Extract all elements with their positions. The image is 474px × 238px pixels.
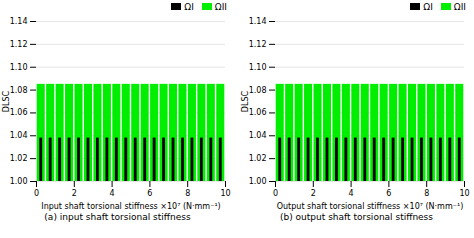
svg-text:DLSC: DLSC xyxy=(241,90,250,112)
svg-text:10: 10 xyxy=(459,189,469,198)
html-text:ΩI: ΩI xyxy=(423,1,433,12)
svg-text:1.12: 1.12 xyxy=(10,40,28,49)
svg-text:4: 4 xyxy=(349,189,354,198)
svg-text:1.08: 1.08 xyxy=(10,86,28,95)
svg-text:1.10: 1.10 xyxy=(249,63,267,72)
html-text:ΩII: ΩII xyxy=(214,1,227,12)
svg-text:1.14: 1.14 xyxy=(10,17,28,26)
svg-text:1.06: 1.06 xyxy=(10,108,28,117)
svg-text:6: 6 xyxy=(147,189,152,198)
svg-text:1.00: 1.00 xyxy=(10,177,28,186)
svg-text:1.04: 1.04 xyxy=(249,131,267,140)
svg-text:4: 4 xyxy=(110,189,115,198)
svg-text:1.12: 1.12 xyxy=(249,40,267,49)
svg-text:2: 2 xyxy=(311,189,316,198)
svg-text:1.00: 1.00 xyxy=(249,177,267,186)
svg-text:DLSC: DLSC xyxy=(2,90,11,112)
svg-text:0: 0 xyxy=(273,189,278,198)
svg-text:1.14: 1.14 xyxy=(249,17,267,26)
svg-text:8: 8 xyxy=(424,189,429,198)
html-text:ΩII: ΩII xyxy=(453,1,466,12)
svg-text:8: 8 xyxy=(185,189,190,198)
svg-text:2: 2 xyxy=(72,189,77,198)
svg-text:1.10: 1.10 xyxy=(10,63,28,72)
svg-text:1.08: 1.08 xyxy=(249,86,267,95)
html-text:(b) output shaft torsional sti: (b) output shaft torsional stiffness xyxy=(280,212,433,222)
svg-text:Input shaft torsional stiffnes: Input shaft torsional stiffness ×10⁷ (N·… xyxy=(41,202,220,211)
svg-text:0: 0 xyxy=(34,189,39,198)
html-text:ΩI: ΩI xyxy=(184,1,194,12)
svg-text:1.02: 1.02 xyxy=(10,154,28,163)
svg-text:1.04: 1.04 xyxy=(10,131,28,140)
svg-text:Output shaft torsional stiffne: Output shaft torsional stiffness ×10⁷ (N… xyxy=(277,202,464,211)
svg-text:10: 10 xyxy=(220,189,230,198)
html-text:(a) input shaft torsional stif: (a) input shaft torsional stiffness xyxy=(44,212,191,222)
svg-text:1.02: 1.02 xyxy=(249,154,267,163)
svg-text:6: 6 xyxy=(386,189,391,198)
svg-text:1.06: 1.06 xyxy=(249,108,267,117)
